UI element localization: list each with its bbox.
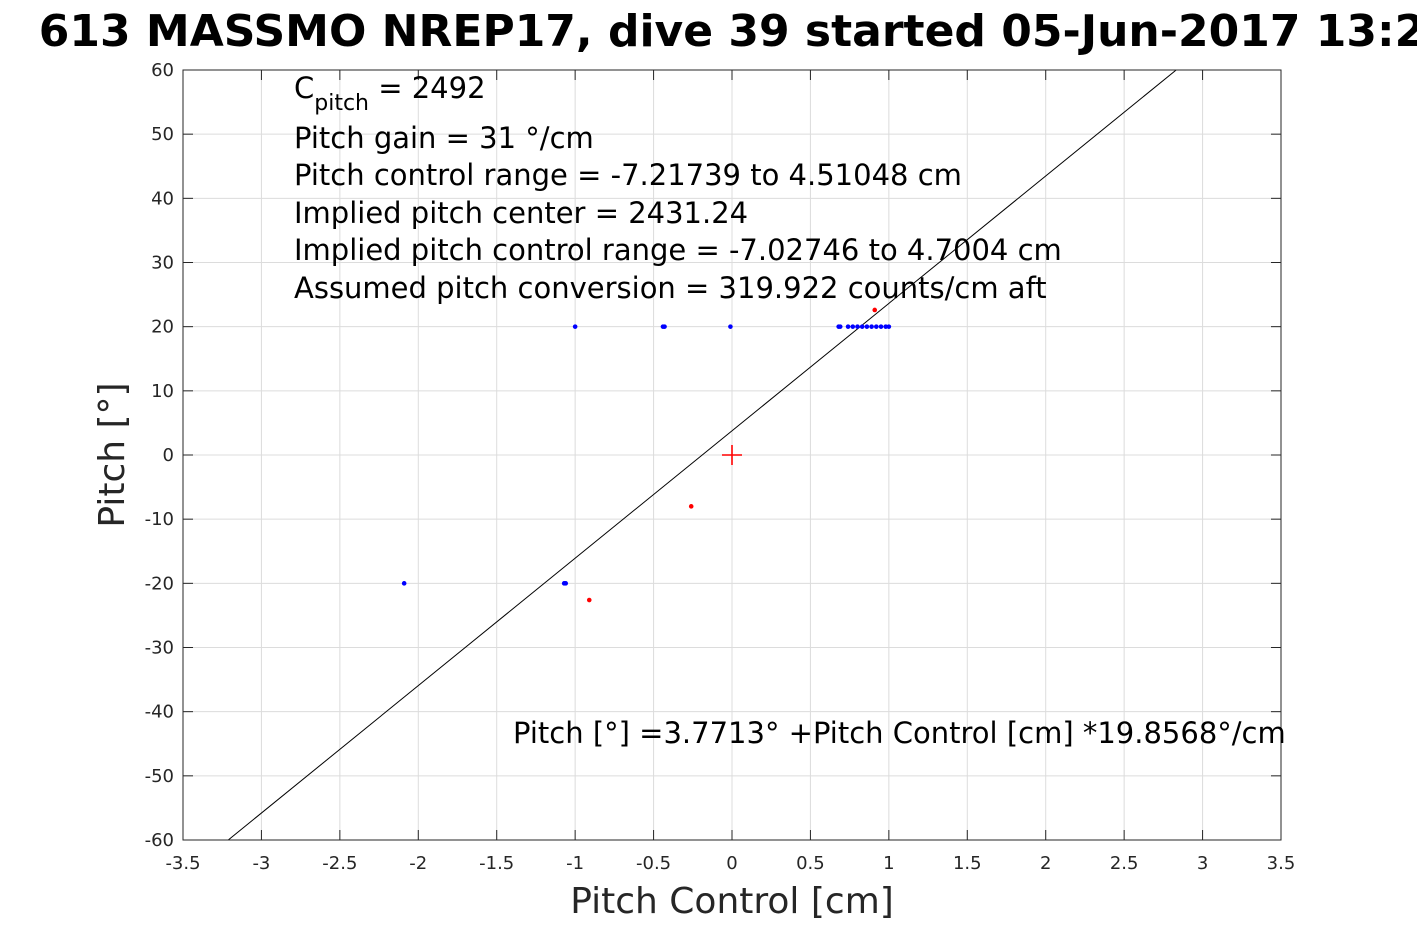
- fit-equation: Pitch [°] =3.7713° +Pitch Control [cm] *…: [513, 716, 1286, 750]
- y-tick-label: -30: [145, 638, 174, 659]
- y-tick-label: 30: [151, 253, 174, 274]
- x-tick-label: 3.5: [1267, 853, 1296, 874]
- blue-data-point: [563, 581, 569, 586]
- x-tick-label: -2.5: [322, 853, 357, 874]
- annotation-line-conversion: Assumed pitch conversion = 319.922 count…: [294, 271, 1047, 305]
- y-tick-label: 60: [151, 60, 174, 81]
- y-tick-label: -50: [145, 766, 174, 787]
- blue-data-point: [728, 324, 733, 329]
- red-data-point: [872, 307, 878, 313]
- y-tick-label: 40: [151, 188, 174, 209]
- annotation-line-control-range: Pitch control range = -7.21739 to 4.5104…: [294, 158, 962, 192]
- x-tick-label: -0.5: [636, 853, 671, 874]
- annotation-cpitch-symbol: C: [294, 71, 314, 105]
- x-tick-label: -1: [566, 853, 584, 874]
- y-tick-label: 0: [163, 445, 174, 466]
- blue-data-point: [572, 324, 578, 329]
- red-data-point: [586, 597, 592, 603]
- y-tick-label: -10: [145, 509, 174, 530]
- x-tick-label: -1.5: [479, 853, 514, 874]
- x-tick-label: 1: [883, 853, 894, 874]
- x-tick-label: -3.5: [165, 853, 200, 874]
- blue-data-point: [855, 324, 860, 329]
- y-tick-labels: -60 -50 -40 -30 -20 -10 0 10 20 30 40 50 60: [145, 60, 174, 851]
- y-tick-label: -20: [145, 573, 174, 594]
- red-data-point: [688, 504, 694, 509]
- annotation-cpitch: Cpitch = 2492: [294, 71, 486, 116]
- y-axis-label: Pitch [°]: [92, 382, 133, 527]
- x-tick-label: 0.5: [796, 853, 825, 874]
- annotation-line-pitch-gain: Pitch gain = 31 °/cm: [294, 121, 594, 155]
- x-axis-label: Pitch Control [cm]: [570, 881, 894, 922]
- blue-data-point: [878, 324, 884, 329]
- x-tick-label: -2: [409, 853, 427, 874]
- blue-data-point: [874, 324, 879, 329]
- data-points: [401, 307, 892, 603]
- x-tick-label: 2.5: [1110, 853, 1139, 874]
- x-tick-label: -3: [252, 853, 270, 874]
- y-tick-label: -60: [145, 830, 174, 851]
- blue-data-point: [869, 324, 874, 329]
- plot-frame: [182, 69, 1282, 841]
- x-tick-label: 1.5: [953, 853, 982, 874]
- annotation-cpitch-value: = 2492: [369, 71, 486, 105]
- y-tick-label: 20: [151, 317, 174, 338]
- x-tick-labels: -3.5 -3 -2.5 -2 -1.5 -1 -0.5 0 0.5 1 1.5 2 2.5 3 3.5: [165, 853, 1295, 874]
- fit-line: [227, 69, 1177, 841]
- annotation-cpitch-subscript: pitch: [314, 91, 369, 116]
- blue-data-point: [662, 324, 667, 329]
- blue-data-point: [837, 324, 843, 329]
- chart-title: 613 MASSMO NREP17, dive 39 started 05-Ju…: [39, 6, 1417, 57]
- x-tick-label: 0: [726, 853, 737, 874]
- center-plus-marker: [722, 445, 742, 465]
- blue-data-point: [850, 324, 856, 329]
- annotation-line-implied-range: Implied pitch control range = -7.02746 t…: [294, 233, 1062, 267]
- blue-data-point: [886, 324, 892, 329]
- x-tick-label: 3: [1197, 853, 1208, 874]
- blue-data-point: [859, 324, 865, 329]
- annotation-block: Cpitch = 2492 Pitch gain = 31 °/cm Pitch…: [294, 71, 1062, 305]
- x-tick-label: 2: [1040, 853, 1051, 874]
- y-tick-label: -40: [145, 702, 174, 723]
- blue-data-point: [845, 324, 851, 329]
- annotation-line-pitch-center: Implied pitch center = 2431.24: [294, 196, 748, 230]
- blue-data-point: [864, 324, 870, 329]
- blue-data-point: [401, 581, 407, 586]
- y-tick-label: 50: [151, 124, 174, 145]
- fit-line-group: [227, 69, 1177, 841]
- y-tick-label: 10: [151, 381, 174, 402]
